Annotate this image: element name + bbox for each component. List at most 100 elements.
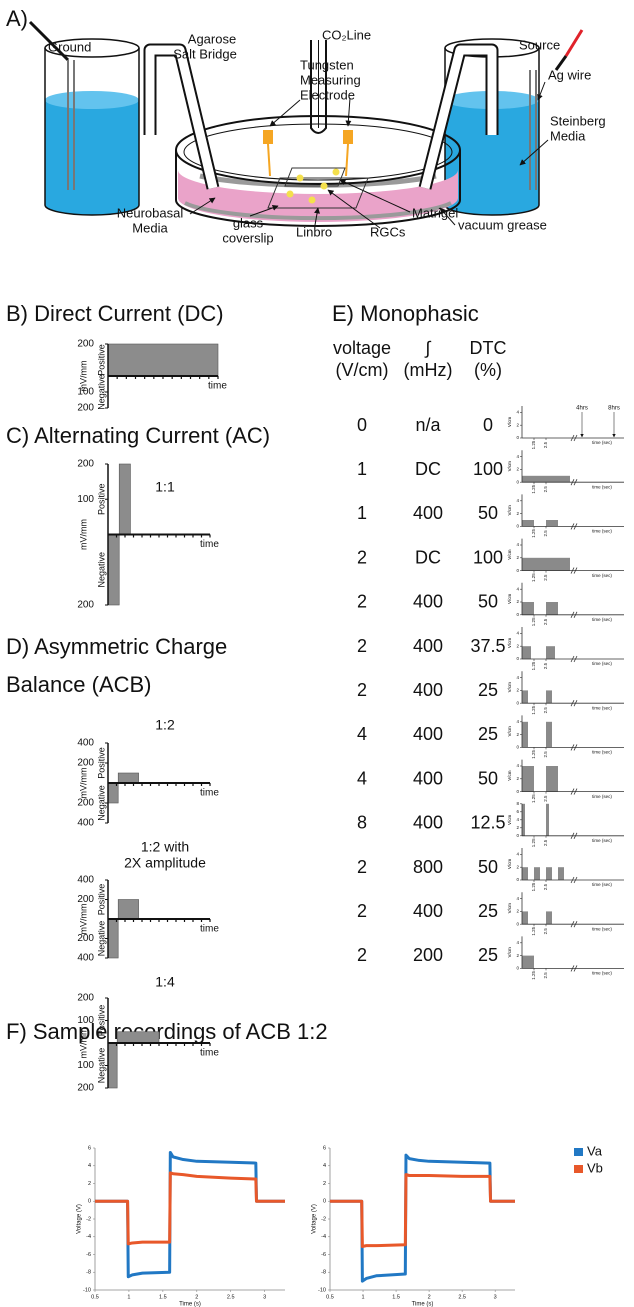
y-tick-label: 400 bbox=[77, 738, 94, 749]
series-line bbox=[95, 1173, 285, 1244]
y-tick-label: 400 bbox=[77, 818, 94, 829]
x-tick-label: 2 bbox=[428, 1294, 431, 1300]
pulse bbox=[117, 1032, 159, 1043]
mini-x-tick-label: 1.25 bbox=[531, 705, 536, 714]
column-header: DTC bbox=[470, 338, 507, 358]
mini-y-tick-label: 4 bbox=[516, 586, 519, 591]
axis-label: Negative bbox=[96, 785, 106, 821]
panel-title: F) Sample recordings of ACB 1:2 bbox=[6, 1019, 328, 1044]
x-tick-label: 3 bbox=[263, 1294, 266, 1300]
mini-y-tick-label: 2 bbox=[516, 776, 519, 781]
mini-y-tick-label: 0 bbox=[516, 877, 519, 882]
mini-y-tick-label: 4 bbox=[516, 410, 519, 415]
annotation: RGCs bbox=[370, 224, 406, 239]
y-axis-label: Voltage (V) bbox=[312, 1204, 318, 1234]
mini-y-tick-label: 6 bbox=[516, 809, 519, 814]
series-line bbox=[95, 1152, 285, 1276]
annotation: coverslip bbox=[222, 230, 273, 245]
axis-label: Positive bbox=[96, 747, 106, 779]
y-tick-label: -4 bbox=[321, 1234, 326, 1240]
axis-label: Negative bbox=[96, 374, 106, 410]
waveform-subtitle: 1:1 bbox=[155, 479, 175, 495]
axis-label: mV/mm bbox=[78, 904, 88, 935]
pulse bbox=[108, 1043, 117, 1088]
y-tick-label: 4 bbox=[88, 1163, 91, 1169]
mini-bar bbox=[522, 956, 534, 969]
panel-title: C) Alternating Current (AC) bbox=[6, 423, 270, 448]
y-tick-label: 2 bbox=[323, 1181, 326, 1187]
mini-bar bbox=[522, 804, 525, 836]
cell: 100 bbox=[473, 459, 503, 479]
x-axis-label: Time (s) bbox=[179, 1302, 201, 1307]
mini-x-tick-label: 1.25 bbox=[531, 794, 536, 803]
y-tick-label: 200 bbox=[77, 1083, 94, 1094]
mini-x-label: time (sec) bbox=[592, 529, 612, 534]
panel-title: B) Direct Current (DC) bbox=[6, 301, 224, 326]
annotation: Salt Bridge bbox=[173, 46, 237, 61]
mini-x-tick-label: 2.5 bbox=[543, 928, 548, 935]
mini-y-tick-label: 2 bbox=[516, 599, 519, 604]
y-tick-label: -8 bbox=[86, 1270, 91, 1276]
page-body: A) Ground Agarose Salt Bridge CO₂Line Tu… bbox=[0, 0, 634, 1307]
cell: 400 bbox=[413, 813, 443, 833]
mini-y-tick-label: 0 bbox=[516, 745, 519, 750]
x-tick-label: 1.5 bbox=[159, 1294, 167, 1300]
panel-label: A) bbox=[6, 6, 28, 31]
cell: 0 bbox=[357, 415, 367, 435]
pulse bbox=[118, 900, 138, 920]
mini-y-tick-label: 2 bbox=[516, 643, 519, 648]
x-tick-label: 0.5 bbox=[326, 1294, 334, 1300]
cell: 37.5 bbox=[470, 636, 505, 656]
mini-y-label: V/cm bbox=[507, 417, 512, 428]
cell: 2 bbox=[357, 945, 367, 965]
y-tick-label: 400 bbox=[77, 953, 94, 964]
x-tick-label: 0.5 bbox=[91, 1294, 99, 1300]
mini-x-label: time (sec) bbox=[592, 838, 612, 843]
y-tick-label: -6 bbox=[86, 1252, 91, 1258]
panel-title: D) Asymmetric Charge bbox=[6, 634, 227, 659]
axis-label: Negative bbox=[96, 1048, 106, 1084]
mini-x-tick-label: 2.5 bbox=[543, 972, 548, 979]
legend-swatch bbox=[574, 1165, 583, 1173]
cell: DC bbox=[415, 459, 441, 479]
mini-y-tick-label: 0 bbox=[516, 833, 519, 838]
cell: 400 bbox=[413, 680, 443, 700]
time-marker: 8hrs bbox=[608, 406, 620, 412]
mini-y-label: V/cm bbox=[507, 638, 512, 649]
mini-bar bbox=[522, 558, 570, 571]
mini-y-label: V/cm bbox=[507, 859, 512, 870]
mini-y-label: V/cm bbox=[507, 903, 512, 914]
y-tick-label: 6 bbox=[88, 1145, 91, 1151]
cell: 1 bbox=[357, 459, 367, 479]
mini-y-tick-label: 0 bbox=[516, 612, 519, 617]
y-tick-label: 100 bbox=[77, 1015, 94, 1026]
mini-y-label: V/cm bbox=[507, 505, 512, 516]
y-tick-label: -2 bbox=[86, 1216, 91, 1222]
y-tick-label: -6 bbox=[321, 1252, 326, 1258]
column-header: voltage bbox=[333, 338, 391, 358]
mini-x-tick-label: 2.5 bbox=[543, 883, 548, 890]
pulse bbox=[118, 773, 138, 783]
cell: 2 bbox=[357, 680, 367, 700]
mini-y-tick-label: 0 bbox=[516, 435, 519, 440]
column-header: (V/cm) bbox=[336, 360, 389, 380]
mini-y-label: V/cm bbox=[507, 549, 512, 560]
axis-label: Positive bbox=[96, 884, 106, 916]
column-header: ∫ bbox=[424, 338, 432, 358]
y-tick-label: 200 bbox=[77, 758, 94, 769]
cell: 400 bbox=[413, 724, 443, 744]
annotation: CO₂Line bbox=[322, 27, 371, 42]
mini-y-tick-label: 0 bbox=[516, 479, 519, 484]
cell: 400 bbox=[413, 592, 443, 612]
x-tick-label: 2.5 bbox=[458, 1294, 466, 1300]
x-tick-label: 2.5 bbox=[227, 1294, 235, 1300]
series-line bbox=[330, 1175, 515, 1247]
mini-bar bbox=[522, 722, 528, 748]
mini-y-tick-label: 0 bbox=[516, 966, 519, 971]
cell: 4 bbox=[357, 724, 367, 744]
mini-y-tick-label: 4 bbox=[516, 719, 519, 724]
cell: 0 bbox=[483, 415, 493, 435]
mini-y-tick-label: 4 bbox=[516, 454, 519, 459]
mini-bar bbox=[546, 911, 552, 924]
cell: 50 bbox=[478, 857, 498, 877]
